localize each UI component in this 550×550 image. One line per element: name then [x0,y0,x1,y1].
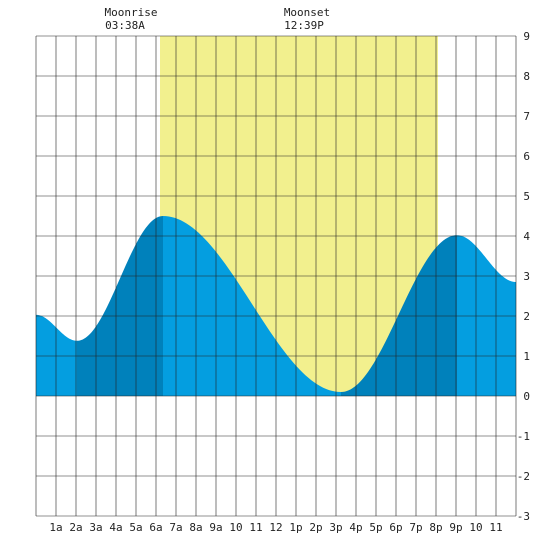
x-tick-label: 1a [49,521,62,534]
y-axis-labels: -3 -2 -1 0 1 2 3 4 5 6 7 8 9 [517,30,531,523]
x-axis-labels: 1a 2a 3a 4a 5a 6a 7a 8a 9a 10 11 12 1p 2p 3p 4p 5p 6p 7p 8p… [49,521,502,534]
x-tick-label: 6p [389,521,402,534]
y-tick-label: 6 [523,150,530,163]
x-tick-label: 9a [209,521,222,534]
y-tick-label: 0 [523,390,530,403]
x-tick-label: 4a [109,521,122,534]
x-tick-label: 3a [89,521,102,534]
y-tick-label: 8 [523,70,530,83]
x-tick-label: 9p [449,521,462,534]
x-tick-label: 12 [269,521,282,534]
y-tick-label: 4 [523,230,530,243]
moonrise-label: Moonrise [105,6,158,19]
y-tick-label: 1 [523,350,530,363]
y-tick-label: 3 [523,270,530,283]
y-tick-label: -2 [517,470,530,483]
tide-falling-segment [163,216,341,396]
x-tick-label: 5p [369,521,382,534]
x-tick-label: 7p [409,521,422,534]
y-tick-label: 5 [523,190,530,203]
x-tick-label: 8a [189,521,202,534]
x-tick-label: 2a [69,521,82,534]
x-tick-label: 11 [249,521,262,534]
x-tick-label: 8p [429,521,442,534]
chart-grid [35,35,517,517]
x-tick-label: 4p [349,521,362,534]
y-tick-label: 9 [523,30,530,43]
x-tick-label: 5a [129,521,142,534]
tide-rising-segment [77,216,163,396]
x-tick-label: 11 [489,521,502,534]
x-tick-label: 10 [229,521,242,534]
x-tick-label: 6a [149,521,162,534]
x-tick-label: 10 [469,521,482,534]
y-tick-label: -1 [517,430,530,443]
tide-falling-segment [36,314,77,396]
y-tick-label: 2 [523,310,530,323]
moonset-time: 12:39P [284,19,324,32]
x-tick-label: 3p [329,521,342,534]
x-tick-label: 1p [289,521,302,534]
moonset-label: Moonset [284,6,330,19]
moonrise-time: 03:38A [105,19,145,32]
x-tick-label: 2p [309,521,322,534]
x-tick-label: 7a [169,521,182,534]
y-tick-label: 7 [523,110,530,123]
y-tick-label: -3 [517,510,530,523]
